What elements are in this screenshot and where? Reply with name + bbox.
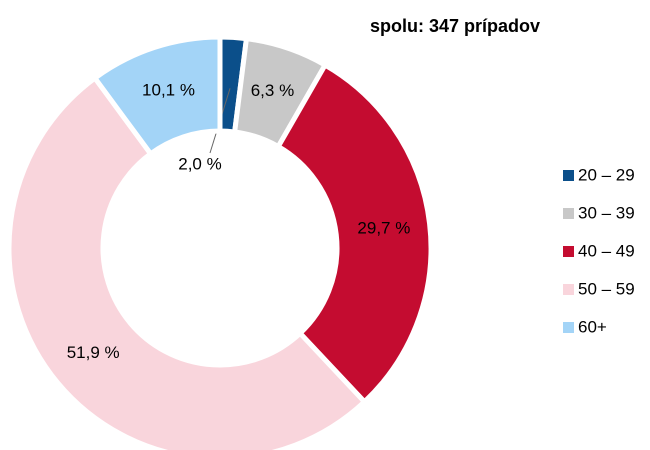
legend-swatch [563,284,574,295]
donut-segment [6,74,368,450]
legend-label: 40 – 49 [578,241,635,260]
donut-segment [274,61,434,406]
legend-swatch [563,246,574,257]
data-label: 29,7 % [357,218,410,237]
legend-swatch [563,208,574,219]
chart-title: spolu: 347 prípadov [370,16,540,36]
legend-label: 30 – 39 [578,203,635,222]
data-label: 10,1 % [142,81,195,100]
donut-segment [91,34,223,158]
legend-swatch [563,170,574,181]
legend-label: 20 – 29 [578,165,635,184]
legend-swatch [563,322,574,333]
legend-label: 50 – 59 [578,279,635,298]
legend-label: 60+ [578,317,607,336]
data-label: 51,9 % [67,343,120,362]
data-label: 2,0 % [178,154,221,173]
data-label: 6,3 % [251,81,294,100]
